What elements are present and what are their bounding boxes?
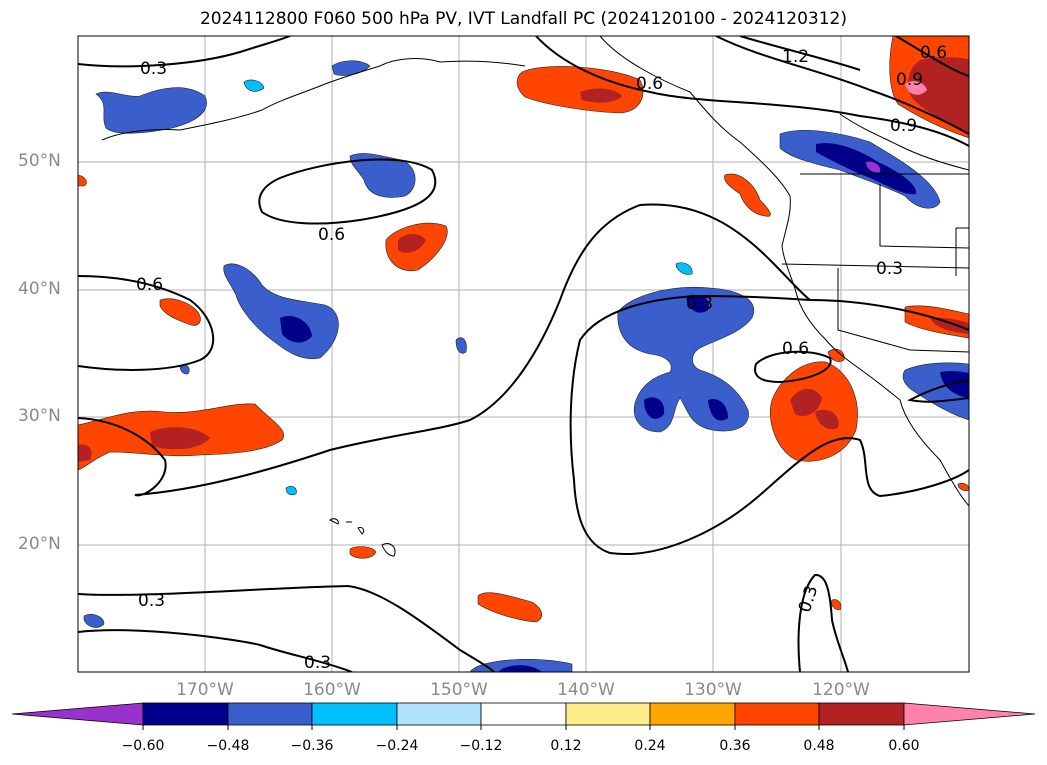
warm-core — [150, 427, 210, 450]
lat-label: 40°N — [18, 279, 61, 299]
lat-label: 50°N — [18, 151, 61, 171]
warm-blob — [516, 66, 644, 114]
warm-blob — [78, 174, 87, 187]
colorbar-segment-extend-high — [903, 702, 1036, 726]
lat-label: 30°N — [18, 406, 61, 426]
cool-blob — [243, 79, 265, 92]
warm-core — [908, 57, 969, 135]
contour-label: 0.6 — [920, 43, 947, 63]
warm-blob — [957, 482, 969, 491]
colorbar-segment — [142, 702, 229, 726]
warm-blob — [477, 592, 543, 623]
map-frame — [77, 35, 970, 673]
positive-pv-regions — [78, 36, 969, 623]
colorbar-tick-label: 0.12 — [550, 738, 582, 754]
colorbar-segment — [227, 702, 313, 726]
coastlines — [101, 36, 969, 557]
colorbar — [11, 702, 1036, 730]
cool-blob — [331, 60, 371, 76]
contour-label: 0.3 — [876, 259, 903, 279]
contour-label: 0.3 — [795, 583, 822, 615]
colorbar-tick-label: 0.48 — [803, 738, 835, 754]
cool-peak — [866, 161, 881, 173]
warm-blob — [349, 546, 377, 559]
pv-contours — [78, 36, 969, 672]
cool-core — [816, 143, 917, 195]
contour-label: 0.6 — [636, 74, 663, 94]
cool-core — [686, 294, 709, 313]
cool-blob — [617, 286, 754, 433]
colorbar-segment — [311, 702, 398, 726]
colorbar-segment — [565, 702, 651, 726]
cool-blob — [223, 263, 339, 360]
lon-label: 170°W — [176, 680, 234, 700]
colorbar-segment — [818, 702, 905, 726]
colorbar-tick-label: −0.24 — [375, 738, 419, 754]
warm-core — [815, 409, 839, 430]
cool-core — [708, 398, 728, 421]
contour-label: 0.3 — [138, 591, 165, 611]
warm-blob — [724, 173, 771, 217]
cool-blob — [95, 87, 207, 134]
lat-label: 20°N — [18, 534, 61, 554]
colorbar-segment — [649, 702, 736, 726]
warm-peak — [905, 81, 927, 95]
colorbar-tick-label: −0.60 — [121, 738, 165, 754]
map-title: 2024112800 F060 500 hPa PV, IVT Landfall… — [199, 9, 847, 29]
lon-label: 160°W — [303, 680, 361, 700]
colorbar-segment-extend-low — [11, 702, 144, 726]
cool-blob — [455, 337, 467, 354]
contour-label: 1.2 — [782, 47, 809, 67]
cool-blob — [349, 153, 416, 198]
cool-blob — [675, 262, 693, 275]
colorbar-tick-label: 0.36 — [719, 738, 751, 754]
colorbar-segment — [396, 702, 482, 726]
colorbar-tick-label: −0.36 — [290, 738, 334, 754]
contour-label: 0.6 — [782, 339, 809, 359]
warm-blob — [159, 298, 201, 326]
lon-label: 120°W — [812, 680, 870, 700]
cool-core — [644, 397, 665, 419]
contour-label: 0.3 — [686, 294, 713, 314]
warm-blob — [831, 599, 842, 611]
colorbar-tick-label: −0.48 — [206, 738, 250, 754]
cool-blob — [83, 614, 105, 628]
lon-label: 150°W — [430, 680, 488, 700]
warm-core — [78, 444, 92, 462]
warm-core — [398, 234, 426, 253]
contour-label: 0.3 — [140, 59, 167, 79]
warm-core — [790, 388, 822, 417]
colorbar-tick-label: −0.12 — [459, 738, 503, 754]
cool-core — [498, 665, 542, 672]
cool-blob — [285, 486, 297, 496]
cool-core — [940, 371, 969, 398]
contour-label: 0.6 — [136, 275, 163, 295]
colorbar-tick-label: 0.60 — [888, 738, 920, 754]
colorbar-segment — [734, 702, 820, 726]
warm-core — [930, 317, 969, 334]
cool-core — [280, 316, 312, 343]
colorbar-tick-label: 0.24 — [634, 738, 666, 754]
contour-labels: 0.3 1.2 0.9 0.6 0.6 0.9 0.6 0.6 0.3 0.3 … — [136, 43, 947, 673]
contour-label: 0.6 — [318, 225, 345, 245]
colorbar-segment — [480, 702, 567, 726]
negative-pv-regions — [83, 60, 969, 672]
contour-label: 0.3 — [304, 653, 331, 673]
lon-label: 140°W — [557, 680, 615, 700]
contour-label: 0.9 — [896, 70, 923, 90]
contour-label: 0.9 — [890, 116, 917, 136]
warm-core — [580, 88, 622, 103]
lon-label: 130°W — [684, 680, 742, 700]
